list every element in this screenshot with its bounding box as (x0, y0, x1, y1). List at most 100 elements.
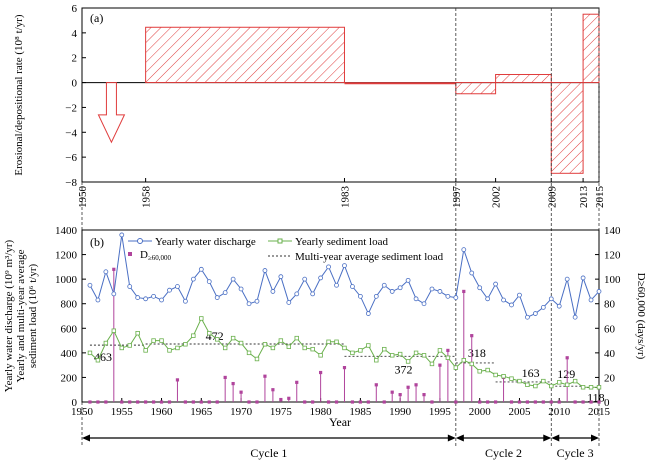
water-point (230, 276, 236, 282)
legend-d-sub: ≥60,000 (148, 254, 172, 262)
panel-b-stems (88, 267, 601, 404)
sediment-point (342, 345, 347, 351)
sediment-point (437, 348, 443, 353)
sediment-point (302, 345, 307, 351)
d-marker (557, 400, 561, 404)
avg-label: 372 (394, 362, 412, 376)
d-marker (366, 400, 370, 404)
water-point (517, 292, 522, 298)
sediment-point (119, 345, 124, 351)
sediment-point (477, 369, 482, 374)
water-point (405, 277, 411, 283)
d-marker (175, 378, 180, 382)
water-point (262, 268, 268, 273)
water-point (556, 303, 562, 309)
sediment-point (421, 353, 427, 358)
sediment-point (358, 348, 363, 353)
sediment-point (199, 316, 204, 321)
d-marker (430, 400, 434, 404)
panel-b-ylabel-1: Yearly water discharge (10⁹ m³/yr) (3, 239, 15, 392)
b-ytick-right-label: 0 (604, 397, 610, 409)
water-point (397, 285, 403, 291)
d-marker (279, 397, 283, 402)
d-marker (398, 393, 402, 397)
sediment-point (541, 378, 546, 384)
water-point (198, 266, 204, 272)
sediment-point (103, 340, 109, 346)
sediment-point (222, 345, 228, 351)
d-marker (438, 363, 442, 367)
sediment-point (238, 340, 244, 346)
water-point (477, 285, 483, 291)
panel-b-xlabel: Year (329, 415, 351, 429)
sediment-point (334, 339, 339, 344)
water-point (381, 282, 387, 288)
d-marker (517, 400, 522, 404)
legend: Yearly water discharge Yearly sediment l… (128, 236, 444, 263)
sediment-point (318, 353, 323, 358)
a-ytick-label: 2 (72, 53, 78, 65)
water-point (182, 298, 188, 304)
sediment-point (405, 359, 411, 364)
sediment-point (374, 358, 379, 363)
d-marker (303, 400, 307, 404)
sediment-point (525, 382, 530, 387)
cycle-arrow-head-left (82, 434, 90, 442)
sediment-point (469, 361, 474, 367)
d-marker (183, 400, 187, 404)
sediment-point (572, 378, 578, 384)
water-point (350, 284, 355, 289)
d-marker (128, 400, 132, 404)
sediment-point (183, 342, 188, 347)
water-point (580, 275, 586, 281)
sediment-point (207, 330, 212, 336)
d-marker (120, 400, 124, 404)
d-marker (151, 400, 156, 404)
b-ytick-label: 800 (61, 299, 78, 311)
a-ytick-label: 6 (72, 3, 78, 15)
water-point (127, 284, 133, 289)
water-point (453, 295, 459, 300)
b-ytick-right-label: 20 (604, 372, 616, 384)
water-point (461, 247, 467, 253)
b-ytick-right-label: 100 (604, 274, 621, 286)
sediment-point (413, 350, 419, 356)
water-point (318, 275, 324, 281)
sediment-point (95, 358, 101, 363)
cycle-label: Cycle 2 (485, 446, 522, 460)
d-marker (406, 385, 410, 389)
b-xtick-label: 1975 (270, 406, 293, 418)
d-marker (231, 381, 235, 386)
panel-b-water-series (87, 232, 602, 320)
b-xtick-label: 1995 (429, 406, 452, 418)
panel-a-label: (a) (90, 11, 103, 25)
water-point (501, 297, 506, 303)
sediment-point (254, 356, 260, 362)
b-xtick-label: 1955 (111, 406, 134, 418)
water-point (238, 286, 244, 292)
d-marker (96, 400, 100, 404)
cycle-arrow-head-left (455, 434, 464, 442)
a-xtick-label: 2013 (578, 186, 590, 209)
b-xtick-label: 2015 (588, 406, 611, 418)
d-marker (462, 289, 466, 294)
legend-water-text: Yearly water discharge (155, 236, 256, 248)
water-point (286, 300, 292, 305)
a-xtick-label: 2002 (491, 186, 503, 208)
d-marker (589, 400, 593, 404)
sediment-point (135, 330, 140, 336)
water-point (413, 296, 419, 302)
d-marker (470, 334, 474, 338)
water-point (254, 298, 260, 304)
b-xtick-label: 1985 (349, 406, 372, 418)
sediment-point (270, 345, 276, 351)
d-marker (422, 393, 426, 397)
legend-sediment-text: Yearly sediment load (295, 236, 388, 248)
water-point (119, 232, 125, 238)
water-point (445, 293, 451, 299)
water-point (206, 279, 212, 285)
d-marker (390, 390, 394, 394)
water-point (167, 287, 172, 293)
